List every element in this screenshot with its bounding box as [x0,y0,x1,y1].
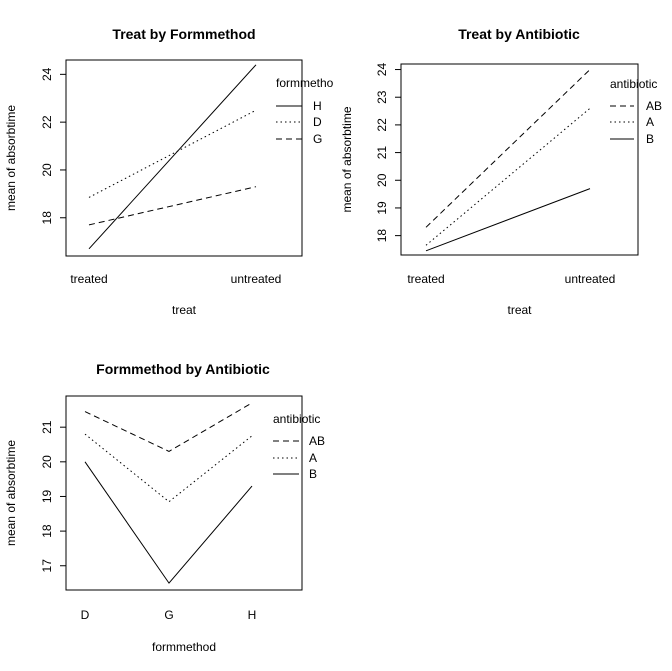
y-tick-label: 22 [40,115,54,129]
legend-label-ab: AB [646,99,662,113]
legend-label-b: B [646,132,654,146]
plot-frame [400,63,639,256]
chart-panel-3: Formmethod by Antibiotic formmethod mean o… [4,361,325,654]
y-tick-label: 19 [40,489,54,503]
series-line-a [425,107,591,246]
y-tick-label: 20 [40,163,54,177]
y-tick-label: 22 [375,118,389,132]
chart-panel-2: Treat by Antibiotic treat mean of absorbti… [340,26,662,317]
x-tick-label: G [164,608,173,622]
y-tick-label: 20 [40,455,54,469]
legend-label-h: H [313,99,322,113]
x-axis-label: treat [507,303,532,317]
series-line-a [84,433,253,503]
chart-title: Formmethod by Antibiotic [96,361,270,377]
y-axis-label: mean of absorbtime [4,105,18,211]
y-tick-label: 18 [375,229,389,243]
y-tick-label: 17 [40,559,54,573]
legend-label-g: G [313,132,322,146]
plot-frame [65,59,303,257]
y-tick-label: 18 [40,524,54,538]
y-axis-label: mean of absorbtime [340,106,354,212]
series-line-h [88,64,257,250]
x-axis-label: treat [172,303,197,317]
legend-label-ab: AB [309,434,325,448]
chart-panel-1: Treat by Formmethod treat mean of absorbti… [4,26,334,317]
x-tick-label: untreated [231,272,282,286]
chart-title: Treat by Formmethod [112,26,255,42]
x-tick-label: untreated [565,272,616,286]
y-tick-label: 21 [40,420,54,434]
legend-title: antibiotic [273,412,320,426]
y-tick-label: 24 [375,63,389,77]
legend-label-a: A [309,451,317,465]
y-tick-label: 24 [40,67,54,81]
x-tick-label: D [81,608,90,622]
y-tick-label: 23 [375,90,389,104]
x-tick-label: H [248,608,257,622]
y-tick-label: 19 [375,201,389,215]
legend-title: formmetho [276,76,334,90]
legend-label-a: A [646,115,654,129]
legend-label-b: B [309,467,317,481]
series-line-ab [425,69,591,228]
x-tick-label: treated [407,272,444,286]
series-line-ab [84,402,253,452]
chart-title: Treat by Antibiotic [458,26,580,42]
series-line-b [425,188,591,252]
y-tick-label: 18 [40,211,54,225]
y-tick-label: 20 [375,173,389,187]
series-line-d [88,109,257,198]
legend-title: antibiotic [610,77,657,91]
y-axis-label: mean of absorbtime [4,440,18,546]
y-tick-label: 21 [375,146,389,160]
series-line-g [88,186,257,226]
x-axis-label: formmethod [152,640,216,654]
plot-frame [65,395,303,591]
legend-label-d: D [313,115,322,129]
series-line-b [84,461,253,584]
x-tick-label: treated [70,272,107,286]
